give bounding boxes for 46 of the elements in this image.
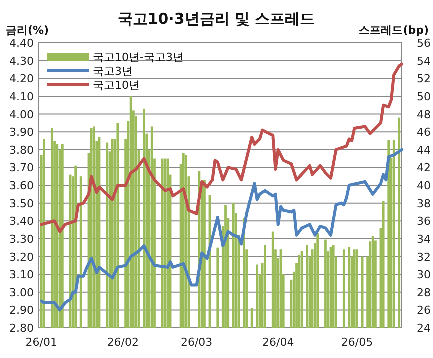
y-tick-label: 3.70 (10, 162, 34, 175)
y2-tick-label: 56 (417, 37, 431, 50)
y2-tick-label: 46 (417, 126, 431, 140)
y2-tick-label: 30 (417, 268, 431, 282)
y2-tick-label: 28 (417, 286, 431, 300)
y2-tick-label: 26 (417, 304, 431, 318)
y2-tick-label: 36 (417, 215, 431, 228)
y-axis-title: 금리(%) (6, 24, 50, 37)
y-tick-label: 4.00 (10, 108, 34, 122)
y-tick-label: 3.80 (10, 144, 34, 157)
x-tick-label: 26/05 (341, 336, 374, 349)
y-tick-label: 3.40 (10, 215, 34, 228)
x-tick-label: 26/02 (107, 336, 140, 349)
chart-title: 국고10·3년금리 및 스프레드 (118, 10, 316, 28)
y2-tick-label: 50 (417, 90, 431, 104)
y-tick-label: 2.90 (10, 304, 34, 318)
y2-tick-label: 42 (417, 162, 431, 175)
y-tick-label: 3.60 (10, 180, 34, 192)
y-tick-label: 3.30 (10, 232, 34, 246)
y-tick-label: 4.30 (10, 54, 34, 68)
legend-label: 국고10년-국고3년 (93, 51, 184, 64)
y-tick-label: 4.40 (10, 37, 34, 50)
y2-tick-label: 38 (417, 197, 431, 210)
y-tick-label: 3.20 (10, 250, 34, 264)
y2-tick-label: 32 (417, 250, 431, 264)
y2-tick-label: 34 (417, 232, 431, 246)
y2-tick-label: 40 (417, 180, 431, 192)
y-tick-label: 3.90 (10, 126, 34, 140)
y2-tick-label: 24 (417, 322, 431, 335)
y-tick-label: 2.80 (10, 322, 34, 335)
line-series (40, 148, 404, 312)
x-tick-label: 26/01 (26, 336, 58, 349)
y2-axis-title: 스프레드(bp) (359, 24, 429, 37)
legend-label: 국고3년 (93, 65, 133, 78)
y2-tick-label: 54 (417, 54, 431, 68)
x-tick-label: 26/03 (180, 336, 213, 349)
y-tick-label: 3.50 (10, 197, 34, 210)
y2-tick-label: 44 (417, 144, 431, 157)
y2-tick-label: 48 (417, 108, 431, 122)
y-tick-label: 3.10 (10, 268, 34, 282)
y-tick-label: 4.20 (10, 72, 34, 86)
y-tick-label: 3.00 (10, 286, 34, 300)
y2-tick-label: 52 (417, 72, 431, 86)
y-tick-label: 4.10 (10, 90, 34, 104)
legend-label: 국고10년 (93, 79, 140, 92)
x-tick-label: 26/04 (262, 336, 294, 349)
